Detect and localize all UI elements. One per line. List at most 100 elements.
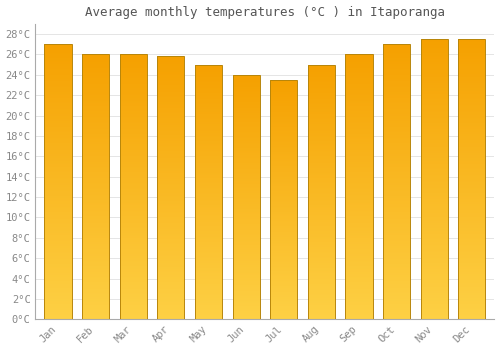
Bar xyxy=(270,88,297,90)
Bar xyxy=(346,126,372,127)
Bar xyxy=(383,193,410,194)
Bar xyxy=(158,289,184,290)
Bar xyxy=(82,281,109,282)
Bar xyxy=(383,288,410,289)
Bar xyxy=(120,297,147,298)
Bar xyxy=(383,161,410,162)
Bar xyxy=(120,219,147,220)
Bar xyxy=(232,318,260,319)
Bar xyxy=(308,195,335,196)
Bar xyxy=(232,93,260,95)
Bar xyxy=(308,198,335,200)
Bar xyxy=(346,208,372,209)
Bar xyxy=(195,265,222,266)
Bar xyxy=(308,74,335,75)
Bar xyxy=(420,293,448,294)
Bar xyxy=(308,142,335,144)
Bar xyxy=(270,108,297,110)
Bar xyxy=(82,147,109,148)
Bar xyxy=(346,264,372,265)
Bar xyxy=(346,299,372,301)
Bar xyxy=(120,133,147,134)
Bar xyxy=(158,189,184,190)
Bar xyxy=(270,184,297,185)
Bar xyxy=(383,171,410,172)
Bar xyxy=(195,108,222,109)
Bar xyxy=(270,140,297,141)
Bar xyxy=(270,238,297,239)
Bar xyxy=(82,293,109,294)
Bar xyxy=(232,228,260,229)
Bar xyxy=(82,79,109,81)
Bar xyxy=(383,197,410,198)
Bar xyxy=(232,312,260,313)
Bar xyxy=(270,227,297,228)
Bar xyxy=(158,62,184,63)
Bar xyxy=(158,213,184,214)
Bar xyxy=(270,259,297,261)
Bar xyxy=(232,143,260,145)
Bar xyxy=(158,253,184,255)
Bar xyxy=(346,97,372,98)
Bar xyxy=(458,63,485,64)
Bar xyxy=(458,225,485,227)
Bar xyxy=(458,56,485,57)
Bar xyxy=(346,293,372,294)
Bar xyxy=(120,191,147,192)
Bar xyxy=(195,130,222,131)
Bar xyxy=(120,284,147,285)
Bar xyxy=(458,318,485,319)
Bar xyxy=(270,168,297,170)
Bar xyxy=(120,240,147,241)
Bar xyxy=(82,94,109,96)
Bar xyxy=(195,100,222,101)
Bar xyxy=(195,282,222,284)
Bar xyxy=(346,306,372,307)
Bar xyxy=(82,273,109,274)
Bar xyxy=(346,106,372,107)
Bar xyxy=(346,216,372,217)
Bar xyxy=(420,118,448,119)
Bar xyxy=(82,143,109,145)
Bar xyxy=(232,210,260,212)
Bar xyxy=(383,54,410,55)
Bar xyxy=(82,68,109,69)
Bar xyxy=(346,253,372,254)
Bar xyxy=(420,56,448,57)
Bar xyxy=(82,245,109,246)
Bar xyxy=(458,127,485,129)
Bar xyxy=(383,69,410,70)
Bar xyxy=(232,262,260,263)
Bar xyxy=(308,121,335,122)
Bar xyxy=(383,242,410,244)
Bar xyxy=(308,233,335,234)
Bar xyxy=(232,133,260,135)
Bar xyxy=(195,295,222,296)
Bar xyxy=(420,210,448,211)
Bar xyxy=(308,123,335,125)
Bar xyxy=(195,140,222,141)
Bar xyxy=(232,291,260,292)
Bar xyxy=(82,113,109,114)
Bar xyxy=(120,154,147,155)
Bar xyxy=(82,84,109,85)
Bar xyxy=(383,139,410,140)
Bar xyxy=(195,307,222,308)
Bar xyxy=(82,311,109,313)
Bar xyxy=(120,62,147,64)
Bar xyxy=(420,206,448,207)
Bar xyxy=(232,230,260,231)
Bar xyxy=(195,93,222,94)
Bar xyxy=(308,282,335,284)
Bar xyxy=(308,235,335,237)
Bar xyxy=(420,245,448,246)
Bar xyxy=(270,284,297,285)
Bar xyxy=(270,193,297,194)
Bar xyxy=(270,295,297,296)
Bar xyxy=(458,214,485,216)
Bar xyxy=(346,196,372,197)
Bar xyxy=(232,224,260,225)
Bar xyxy=(270,234,297,236)
Bar xyxy=(232,317,260,318)
Bar xyxy=(420,267,448,269)
